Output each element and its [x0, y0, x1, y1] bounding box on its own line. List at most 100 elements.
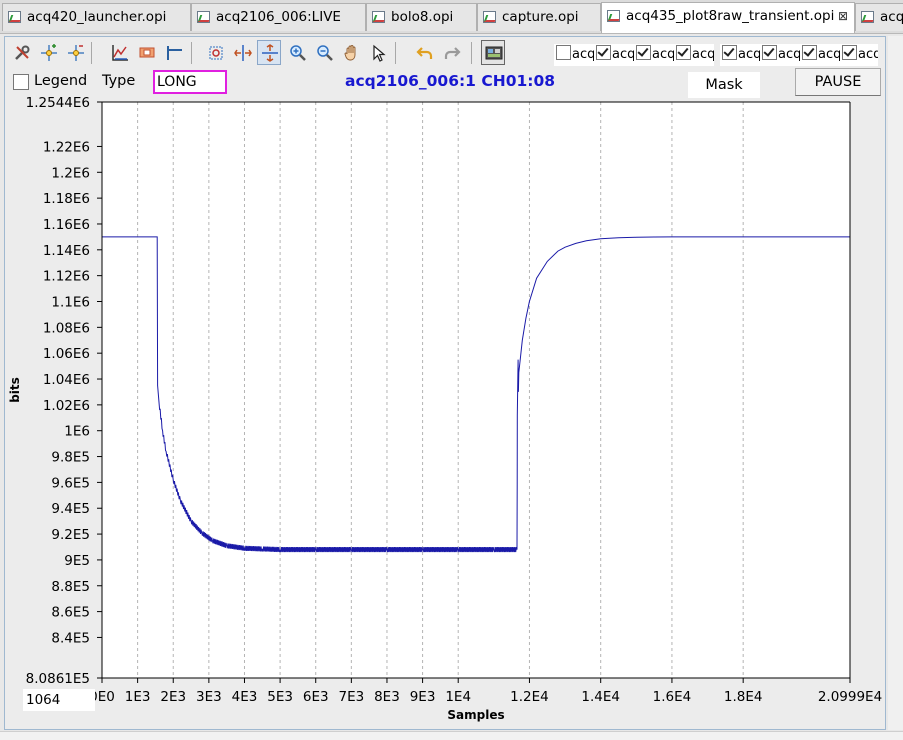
channel-6-checkbox[interactable]: acq: [760, 44, 800, 66]
redo-icon[interactable]: [439, 40, 463, 65]
ch01-trace: [102, 236, 850, 553]
y-tick-label: 9E5: [64, 553, 90, 569]
channel-label: acq: [612, 47, 634, 62]
type-label: Type: [102, 73, 136, 89]
x-tick-label: 0E0: [89, 689, 115, 705]
x-gridlines: [137, 102, 744, 678]
horizontal-axis-icon[interactable]: [161, 40, 185, 65]
channel-3-checkbox[interactable]: acq: [634, 44, 674, 66]
mask-button[interactable]: Mask: [688, 72, 760, 98]
remove-annotation-icon[interactable]: [63, 40, 87, 65]
legend-checkbox[interactable]: [13, 74, 29, 90]
toolbar-separator: [471, 42, 472, 64]
toolbar-separator: [91, 42, 92, 64]
x-tick-label: 1.2E4: [510, 689, 549, 705]
vertical-zoom-icon[interactable]: [257, 40, 281, 65]
y-tick-label: 1.2544E6: [26, 95, 90, 111]
channel-5-checkbox[interactable]: acq: [720, 44, 760, 66]
channel-label: acq: [818, 47, 840, 62]
tab-acq420-launcher[interactable]: acq420_launcher.opi: [2, 3, 191, 31]
y-tick-label: 9.4E5: [51, 501, 90, 517]
x-tick-label: 8E3: [374, 689, 400, 705]
y-tick-label: 1.14E6: [43, 243, 90, 259]
tab-label: capture.opi: [502, 9, 579, 25]
configure-icon[interactable]: [9, 40, 33, 65]
y-tick-label: 1E6: [64, 424, 90, 440]
plot-title: acq2106_006:1 CH01:08: [345, 72, 556, 90]
channel-1-checkbox[interactable]: acq: [554, 44, 594, 66]
opi-file-icon: [197, 11, 210, 23]
opi-file-icon: [8, 11, 21, 23]
zoom-box-icon[interactable]: [203, 40, 227, 65]
tab-label: acq: [880, 9, 903, 25]
rubberband-zoom-icon[interactable]: [134, 40, 158, 65]
y-tick-label: 1.16E6: [43, 217, 90, 233]
checkbox-box: [676, 45, 691, 60]
y-axis-title: bits: [8, 377, 22, 403]
y-tick-label: 1.04E6: [43, 372, 90, 388]
opi-file-icon: [483, 11, 496, 23]
zoom-out-icon[interactable]: [312, 40, 336, 65]
channel-7-checkbox[interactable]: acq: [800, 44, 840, 66]
y-tick-label: 8.0861E5: [26, 671, 90, 687]
x-tick-label: 1E3: [125, 689, 151, 705]
close-tab-icon[interactable]: ⊠: [837, 9, 848, 23]
opi-file-icon: [372, 11, 385, 23]
tab-label: bolo8.opi: [391, 9, 454, 25]
opi-file-icon: [861, 11, 874, 23]
add-annotation-icon[interactable]: [36, 40, 60, 65]
channel-label: acq: [858, 47, 878, 62]
toolbar-separator: [395, 42, 396, 64]
x-tick-label: 6E3: [303, 689, 329, 705]
x-axis-title: Samples: [447, 708, 504, 722]
channel-label: acq: [572, 47, 594, 62]
tab-label: acq420_launcher.opi: [27, 9, 167, 25]
y-tick-label: 1.02E6: [43, 398, 90, 414]
checkbox-box: [556, 45, 571, 60]
channel-8-checkbox[interactable]: acq: [840, 44, 878, 66]
tab-acq2106-live[interactable]: acq2106_006:LIVE: [191, 3, 366, 31]
snapshot-icon[interactable]: [481, 40, 505, 65]
channel-4-checkbox[interactable]: acq: [674, 44, 714, 66]
toolbar-separator: [191, 42, 192, 64]
y-tick-label: 9.2E5: [51, 527, 90, 543]
tab-capture[interactable]: capture.opi: [477, 3, 601, 31]
y-tick-label: 9.8E5: [51, 450, 90, 466]
x-tick-label: 1.8E4: [724, 689, 763, 705]
channel-label: acq: [738, 47, 760, 62]
pointer-icon[interactable]: [366, 40, 390, 65]
y-tick-label: 1.08E6: [43, 320, 90, 336]
type-field[interactable]: LONG: [153, 70, 227, 94]
vertical-scrollbar[interactable]: [888, 36, 903, 730]
channel-label: acq: [778, 47, 800, 62]
channel-2-checkbox[interactable]: acq: [594, 44, 634, 66]
tab-acq-overflow[interactable]: acq: [855, 3, 903, 31]
tab-acq435-plot8raw-transient[interactable]: acq435_plot8raw_transient.opi ⊠: [601, 2, 855, 33]
x-position-input[interactable]: 1064: [23, 689, 95, 711]
pan-icon[interactable]: [339, 40, 363, 65]
x-tick-label: 7E3: [338, 689, 364, 705]
x-tick-label: 9E3: [410, 689, 436, 705]
x-axis: 0E0 1E3 2E3 3E3 4E3 5E3 6E3 7E3 8E3 9E3 1E4 1.2E4 1.…: [89, 678, 882, 705]
checkbox-box: [722, 45, 737, 60]
plot-area: [102, 102, 850, 678]
y-tick-label: 9.6E5: [51, 475, 90, 491]
y-axis: 1.2544E6 1.22E6 1.2E6 1.18E6 1.16E6 1.14E6 1.1…: [26, 95, 102, 687]
x-tick-label: 3E3: [196, 689, 222, 705]
horizontal-zoom-icon[interactable]: [230, 40, 254, 65]
x-tick-label: 1E4: [445, 689, 471, 705]
pause-button[interactable]: PAUSE: [795, 68, 881, 96]
zoom-in-icon[interactable]: [285, 40, 309, 65]
y-tick-label: 8.6E5: [51, 605, 90, 621]
horizontal-scrollbar[interactable]: [0, 731, 903, 740]
checkbox-box: [802, 45, 817, 60]
undo-icon[interactable]: [412, 40, 436, 65]
tab-label: acq2106_006:LIVE: [216, 9, 341, 25]
x-tick-label: 2E3: [160, 689, 186, 705]
checkbox-box: [596, 45, 611, 60]
opi-file-icon: [607, 10, 620, 22]
y-tick-label: 1.12E6: [43, 269, 90, 285]
tab-bolo8[interactable]: bolo8.opi: [366, 3, 477, 31]
autoscale-icon[interactable]: [107, 40, 131, 65]
